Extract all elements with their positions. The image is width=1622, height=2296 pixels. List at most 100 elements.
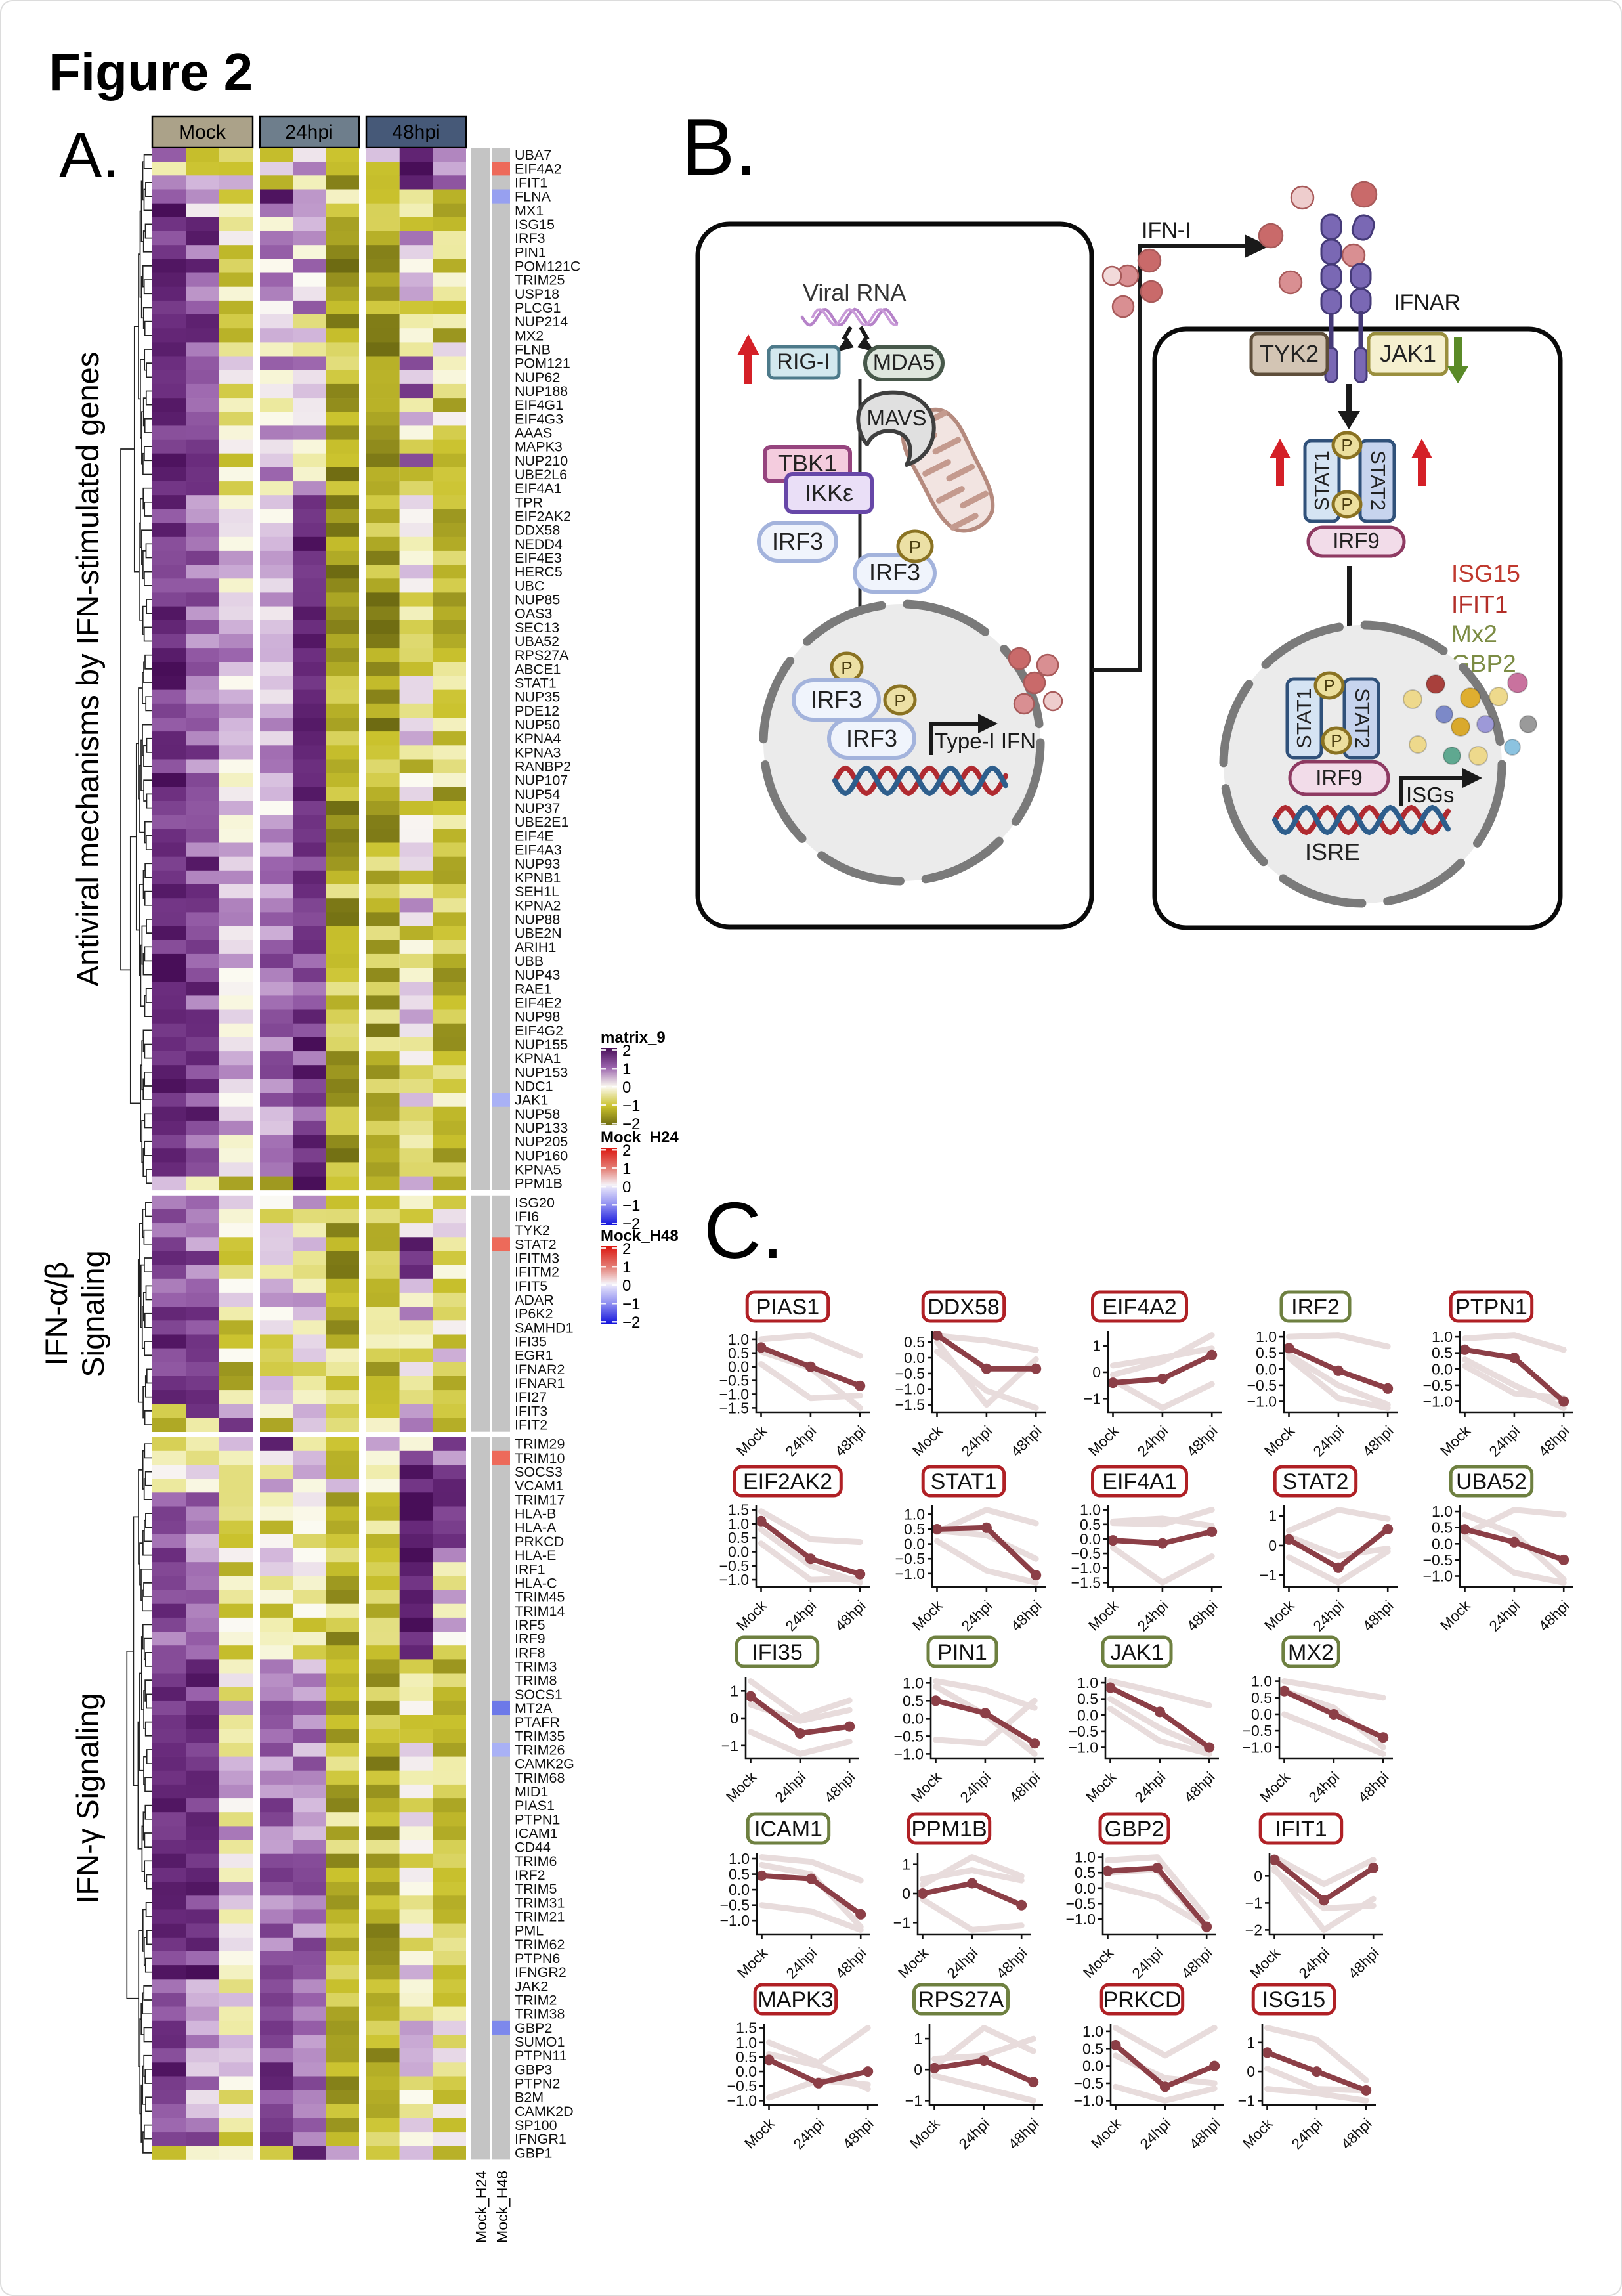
- svg-text:1: 1: [1247, 2034, 1255, 2051]
- svg-text:0.0: 0.0: [728, 1544, 749, 1561]
- svg-text:1.0: 1.0: [1432, 1503, 1453, 1520]
- svg-text:MAPK3: MAPK3: [758, 1987, 833, 2012]
- svg-text:Mock_H48: Mock_H48: [601, 1227, 679, 1245]
- svg-text:0.5: 0.5: [728, 1345, 749, 1362]
- svg-text:EIF4A3: EIF4A3: [515, 842, 562, 858]
- svg-text:PTPN11: PTPN11: [515, 2048, 567, 2064]
- svg-text:0.5: 0.5: [1077, 1691, 1098, 1708]
- svg-text:IRF2: IRF2: [1291, 1295, 1340, 1320]
- svg-text:1: 1: [622, 1060, 631, 1078]
- svg-text:IRF5: IRF5: [515, 1617, 545, 1633]
- svg-text:0: 0: [1268, 1537, 1277, 1554]
- svg-text:PTPN6: PTPN6: [515, 1951, 560, 1966]
- svg-text:PTPN1: PTPN1: [515, 1811, 560, 1827]
- svg-text:SOCS3: SOCS3: [515, 1464, 563, 1480]
- svg-text:GBP2: GBP2: [515, 2020, 552, 2036]
- svg-text:1.0: 1.0: [728, 1515, 749, 1532]
- svg-text:−0.5: −0.5: [895, 1365, 925, 1382]
- svg-text:NDC1: NDC1: [515, 1079, 553, 1094]
- svg-text:IFNAR: IFNAR: [1394, 290, 1461, 315]
- svg-text:IRF3: IRF3: [869, 559, 920, 586]
- svg-text:RAE1: RAE1: [515, 981, 551, 997]
- svg-text:NUP54: NUP54: [515, 787, 560, 802]
- svg-text:IRF3: IRF3: [515, 230, 545, 246]
- svg-text:IRF9: IRF9: [515, 1631, 545, 1647]
- svg-text:VCAM1: VCAM1: [515, 1478, 563, 1494]
- svg-text:IRF1: IRF1: [515, 1561, 545, 1577]
- svg-text:KPNA5: KPNA5: [515, 1162, 561, 1178]
- svg-text:UBE2E1: UBE2E1: [515, 814, 568, 830]
- svg-text:HERC5: HERC5: [515, 564, 563, 580]
- svg-text:IRF3: IRF3: [772, 528, 823, 555]
- svg-text:1.5: 1.5: [728, 1502, 749, 1519]
- svg-text:−1.0: −1.0: [894, 1745, 924, 1762]
- svg-text:TPR: TPR: [515, 494, 543, 510]
- svg-text:NEDD4: NEDD4: [515, 536, 563, 552]
- svg-text:−1.0: −1.0: [1243, 1739, 1272, 1756]
- svg-text:IRF3: IRF3: [811, 686, 862, 713]
- svg-text:NUP93: NUP93: [515, 856, 560, 872]
- svg-text:Viral RNA: Viral RNA: [803, 279, 906, 306]
- svg-text:TRIM38: TRIM38: [515, 2006, 565, 2022]
- svg-text:EIF4E2: EIF4E2: [515, 995, 562, 1011]
- svg-text:TRIM8: TRIM8: [515, 1673, 557, 1689]
- svg-text:0: 0: [622, 1277, 631, 1295]
- svg-text:−0.5: −0.5: [1074, 2075, 1103, 2092]
- svg-text:TRIM25: TRIM25: [515, 272, 565, 288]
- svg-text:0.5: 0.5: [1256, 1345, 1277, 1362]
- svg-text:PTPN1: PTPN1: [1455, 1295, 1527, 1320]
- svg-text:STAT1: STAT1: [1292, 688, 1315, 748]
- svg-text:Mx2: Mx2: [1451, 620, 1497, 647]
- svg-text:−1.5: −1.5: [895, 1397, 925, 1414]
- svg-text:−0.5: −0.5: [719, 1372, 749, 1389]
- svg-text:ICAM1: ICAM1: [515, 1826, 558, 1842]
- svg-text:ISG15: ISG15: [1451, 560, 1520, 587]
- svg-text:PRKCD: PRKCD: [515, 1534, 564, 1549]
- svg-text:RPS27A: RPS27A: [918, 1987, 1004, 2012]
- svg-text:−0.5: −0.5: [1423, 1377, 1453, 1394]
- svg-text:IP6K2: IP6K2: [515, 1306, 553, 1322]
- svg-text:−1: −1: [905, 2092, 922, 2109]
- svg-text:NUP37: NUP37: [515, 800, 560, 816]
- svg-text:CAMK2D: CAMK2D: [515, 2104, 574, 2119]
- svg-text:1: 1: [914, 2030, 922, 2047]
- svg-text:−1.0: −1.0: [1069, 1739, 1098, 1756]
- svg-text:Signaling: Signaling: [75, 1250, 110, 1377]
- svg-text:0.5: 0.5: [736, 2048, 757, 2066]
- svg-text:NUP188: NUP188: [515, 383, 568, 399]
- svg-text:IFI27: IFI27: [515, 1389, 547, 1405]
- svg-text:IFIT3: IFIT3: [515, 1403, 547, 1419]
- svg-text:0: 0: [622, 1179, 631, 1196]
- svg-text:IFN-γ Signaling: IFN-γ Signaling: [70, 1693, 105, 1903]
- svg-text:MAVS: MAVS: [866, 406, 926, 430]
- svg-text:HLA-B: HLA-B: [515, 1506, 556, 1522]
- svg-text:PDE12: PDE12: [515, 703, 559, 719]
- svg-text:−1: −1: [893, 1914, 910, 1931]
- svg-text:UBA52: UBA52: [1456, 1469, 1527, 1494]
- svg-text:48hpi: 48hpi: [392, 121, 440, 143]
- svg-text:−2: −2: [1245, 1921, 1262, 1938]
- svg-text:IFIT1: IFIT1: [1451, 591, 1508, 618]
- svg-text:NUP107: NUP107: [515, 773, 568, 789]
- svg-text:IFITM3: IFITM3: [515, 1251, 559, 1267]
- svg-text:IFI35: IFI35: [752, 1640, 802, 1665]
- svg-text:1.0: 1.0: [1256, 1328, 1277, 1345]
- svg-text:−1: −1: [622, 1295, 640, 1313]
- svg-text:MAPK3: MAPK3: [515, 439, 563, 455]
- svg-text:TRIM6: TRIM6: [515, 1853, 557, 1869]
- svg-text:UBE2L6: UBE2L6: [515, 467, 567, 483]
- svg-text:STAT2: STAT2: [1367, 450, 1390, 511]
- svg-text:−2: −2: [622, 1116, 640, 1133]
- svg-text:−0.5: −0.5: [720, 1897, 750, 1914]
- svg-text:0.5: 0.5: [903, 1692, 924, 1709]
- svg-text:RIG-I: RIG-I: [777, 349, 830, 374]
- svg-text:24hpi: 24hpi: [285, 121, 333, 143]
- svg-text:TRIM21: TRIM21: [515, 1909, 565, 1925]
- svg-text:P: P: [1331, 731, 1342, 750]
- svg-text:1.5: 1.5: [736, 2020, 757, 2037]
- svg-text:MDA5: MDA5: [873, 350, 935, 375]
- svg-text:0.5: 0.5: [728, 1529, 749, 1546]
- svg-text:1.0: 1.0: [1075, 1849, 1096, 1866]
- svg-text:JAK1: JAK1: [1110, 1640, 1163, 1665]
- svg-text:NUP155: NUP155: [515, 1037, 568, 1052]
